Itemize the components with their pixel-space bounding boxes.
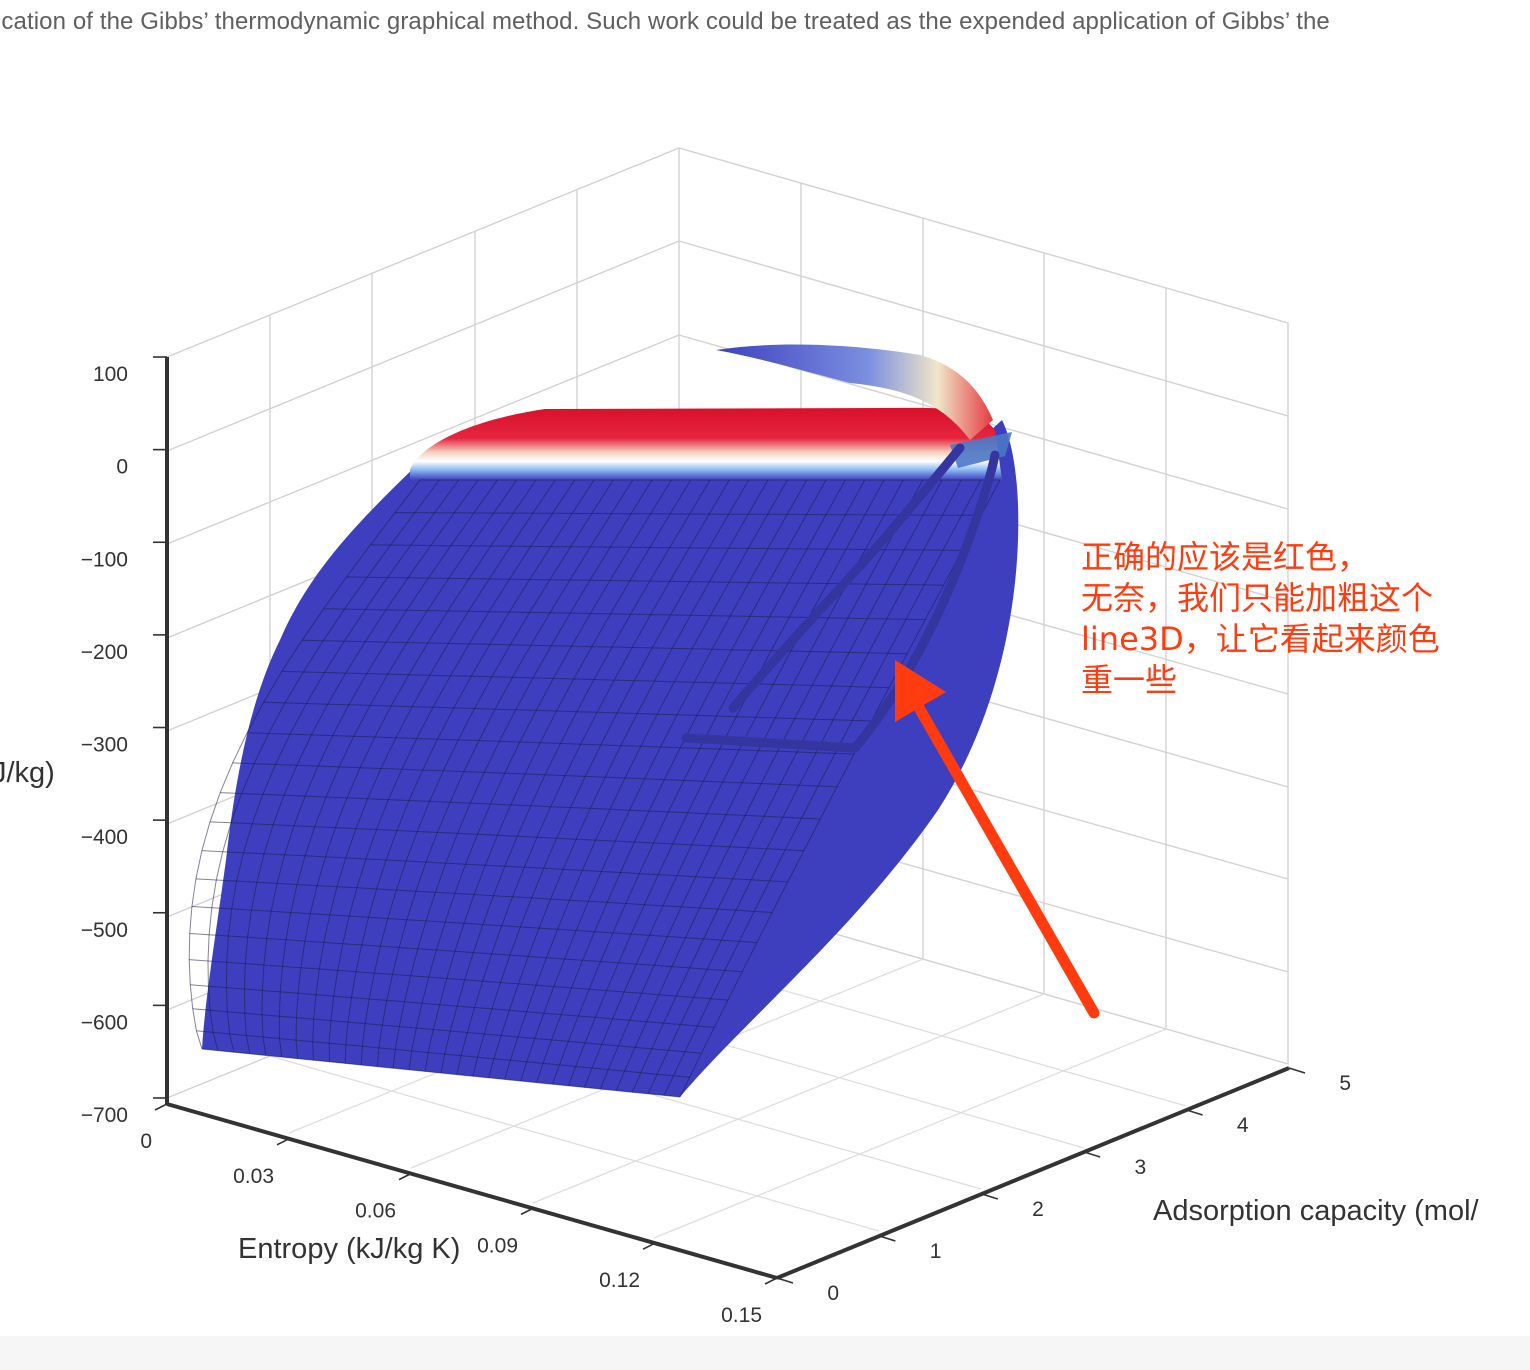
y-tick-label: 5 bbox=[1339, 1072, 1351, 1095]
x-tick-label: 0.03 bbox=[233, 1165, 274, 1188]
z-tick-label: −700 bbox=[81, 1104, 128, 1127]
y-tick-label: 1 bbox=[930, 1240, 942, 1263]
mesh-line bbox=[192, 1008, 702, 1054]
z-tick-label: −600 bbox=[81, 1011, 128, 1034]
x-tick-label-mark bbox=[398, 1172, 412, 1181]
x-tick-label: 0.09 bbox=[477, 1234, 518, 1257]
mesh-line bbox=[201, 850, 788, 883]
surface-mesh[interactable] bbox=[188, 344, 1019, 1098]
x-tick-label-mark bbox=[642, 1242, 656, 1250]
y-axis-title: Adsorption capacity (mol/ bbox=[1153, 1195, 1480, 1227]
z-tick-label: 100 bbox=[93, 363, 128, 386]
mesh-line bbox=[196, 1030, 690, 1078]
z-axis-title: J/kg) bbox=[0, 757, 55, 789]
z-tick-label: −500 bbox=[81, 919, 128, 942]
y-tick-label: 0 bbox=[827, 1282, 839, 1305]
annotation-line: 重一些 bbox=[1081, 661, 1178, 699]
annotation-text: 正确的应该是红色， 无奈，我们只能加粗这个 line3D，让它看起来颜色 重一些 bbox=[1081, 537, 1521, 701]
mesh-line bbox=[220, 792, 821, 820]
mesh-line bbox=[394, 512, 981, 516]
y-tick-label-mark bbox=[981, 1193, 999, 1200]
mesh-line bbox=[232, 762, 838, 788]
document-text-line: ication of the Gibbs’ thermodynamic grap… bbox=[0, 8, 1330, 35]
x-tick-label: 0.06 bbox=[355, 1200, 396, 1223]
x-tick-label: 0 bbox=[140, 1130, 152, 1153]
axis-lines bbox=[165, 357, 1290, 1280]
x-tick-label-mark bbox=[276, 1138, 290, 1146]
mesh-line bbox=[191, 906, 757, 943]
mesh-line bbox=[189, 959, 728, 1001]
x-tick-label: 0.12 bbox=[599, 1269, 640, 1292]
x-tick-label-mark bbox=[154, 1103, 168, 1111]
x-tick-label-mark bbox=[520, 1207, 534, 1216]
x-axis-title: Entropy (kJ/kg K) bbox=[238, 1233, 460, 1265]
y-tick-label-mark bbox=[1083, 1151, 1101, 1158]
annotation-line: 无奈，我们只能加粗这个 bbox=[1081, 579, 1434, 617]
mesh-line bbox=[281, 670, 890, 689]
mesh-line bbox=[190, 984, 715, 1028]
y-tick-label-mark bbox=[1288, 1067, 1306, 1074]
x-tick-label-mark bbox=[764, 1277, 778, 1285]
annotation-line: line3D，让它看起来颜色 bbox=[1081, 620, 1440, 658]
surface-wireframe bbox=[188, 479, 1001, 1098]
z-tick-label: −100 bbox=[81, 548, 128, 571]
mesh-line bbox=[301, 639, 908, 655]
y-tick-label-mark bbox=[879, 1235, 896, 1242]
line3d-series[interactable] bbox=[681, 443, 1000, 753]
mesh-line bbox=[370, 544, 963, 551]
y-tick-label-mark bbox=[776, 1277, 794, 1284]
y-tick-label: 4 bbox=[1237, 1114, 1249, 1137]
mesh-line bbox=[263, 701, 872, 722]
y-tick-label: 2 bbox=[1032, 1198, 1044, 1221]
x-tick-label: 0.15 bbox=[721, 1304, 762, 1327]
surface-3d-plot[interactable]: 100 0 −100 −200 −300 −400 −500 −600 −700 0 0.03 0.0… bbox=[0, 0, 1530, 1336]
tick-labels: 100 0 −100 −200 −300 −400 −500 −600 −700 0 0.03 0.0… bbox=[81, 363, 1351, 1327]
y-tick-label-mark bbox=[1186, 1109, 1203, 1116]
mesh-line bbox=[195, 878, 773, 913]
tick-marks bbox=[153, 356, 1306, 1285]
z-tick-label: −200 bbox=[81, 641, 128, 664]
z-tick-label: −300 bbox=[81, 734, 128, 757]
z-tick-label: −400 bbox=[81, 826, 128, 849]
mesh-line bbox=[247, 732, 855, 755]
bottom-bar bbox=[0, 1336, 1530, 1370]
mesh-line bbox=[201, 1048, 681, 1098]
mesh-line bbox=[189, 933, 743, 973]
mesh-line bbox=[323, 608, 926, 621]
z-tick-label: 0 bbox=[116, 456, 128, 479]
mesh-line bbox=[209, 821, 804, 852]
y-tick-label: 3 bbox=[1135, 1156, 1147, 1179]
annotation-arrow bbox=[895, 660, 1100, 1019]
annotation-line: 正确的应该是红色， bbox=[1081, 538, 1370, 576]
